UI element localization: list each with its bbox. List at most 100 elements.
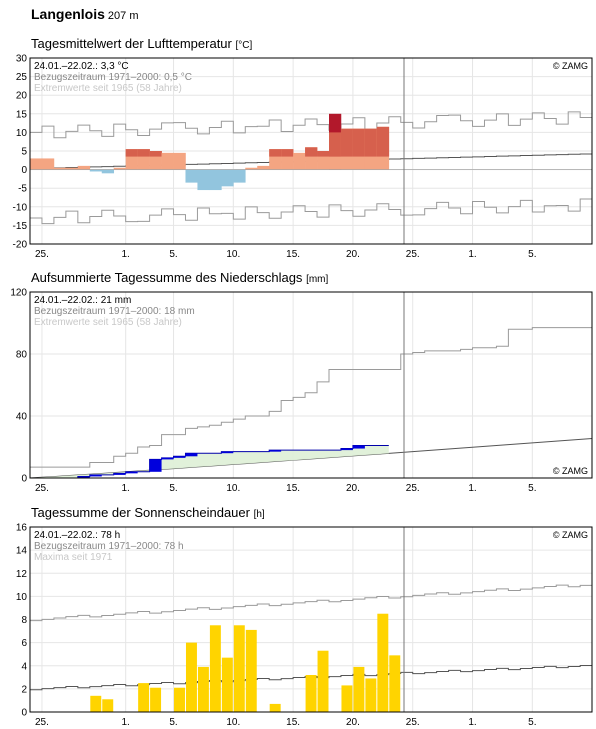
sunshine-bar <box>305 675 317 712</box>
y-tick-label: -5 <box>18 184 27 195</box>
sunshine-bar <box>90 695 102 712</box>
info-extremes: Extremwerte seit 1965 (58 Jahre) <box>34 317 182 328</box>
x-tick-label: 5. <box>169 249 177 260</box>
y-tick-label: 10 <box>16 592 28 603</box>
sunshine-bar <box>245 629 257 712</box>
temperature-bar <box>113 167 126 170</box>
info-extremes: Maxima seit 1971 <box>34 552 113 563</box>
info-reference: Bezugszeitraum 1971–2000: 78 h <box>34 541 184 552</box>
y-tick-label: -15 <box>13 221 28 232</box>
y-tick-label: 8 <box>21 615 27 626</box>
maxima-line <box>30 584 593 622</box>
y-tick-label: 5 <box>21 147 27 158</box>
info-period: 24.01.–22.02.: 21 mm <box>34 295 131 306</box>
temperature-bar <box>245 167 258 170</box>
info-reference: Bezugszeitraum 1971–2000: 18 mm <box>34 306 195 317</box>
precip-increment-bar <box>149 459 162 472</box>
precip-increment-bar <box>352 445 365 449</box>
temperature-bar <box>221 169 234 187</box>
temperature-bar <box>293 152 306 170</box>
precip-increment-bar <box>185 453 198 457</box>
y-tick-label: 0 <box>21 708 27 719</box>
temperature-chart-title: Tagesmittelwert der Lufttemperatur [°C] <box>31 36 253 51</box>
station-name: Langenlois <box>31 6 105 22</box>
info-extremes: Extremwerte seit 1965 (58 Jahre) <box>34 83 182 94</box>
sunshine-bar <box>341 685 353 712</box>
sunshine-bar <box>233 625 245 712</box>
temperature-bar <box>209 169 222 191</box>
temperature-bar-upper <box>149 151 162 157</box>
plot-frame <box>29 526 593 713</box>
station-title: Langenlois 207 m <box>31 6 138 22</box>
precip-increment-bar <box>340 448 353 451</box>
x-tick-label: 25. <box>35 249 49 260</box>
x-tick-label: 5. <box>169 483 177 494</box>
y-tick-label: 16 <box>16 523 28 534</box>
temperature-bar <box>185 169 198 183</box>
sunshine-bar <box>353 666 365 712</box>
y-tick-label: 10 <box>16 128 28 139</box>
credit-label: © ZAMG <box>553 466 588 476</box>
info-period: 24.01.–22.02.: 78 h <box>34 530 120 541</box>
y-tick-label: 30 <box>16 54 28 65</box>
x-tick-label: 15. <box>286 249 300 260</box>
reference-cumulative-line <box>29 437 593 479</box>
precip-increment-bar <box>89 474 102 477</box>
surplus-area <box>30 445 389 478</box>
temperature-bar-upper <box>125 149 138 157</box>
credit-label: © ZAMG <box>553 61 588 71</box>
x-tick-label: 1. <box>122 483 130 494</box>
x-tick-label: 25. <box>35 483 49 494</box>
x-tick-label: 20. <box>346 717 360 728</box>
temperature-bar-upper <box>269 149 282 157</box>
x-tick-label: 5. <box>169 717 177 728</box>
x-tick-label: 1. <box>468 483 476 494</box>
sunshine-bar <box>209 625 221 712</box>
temperature-bar <box>161 152 174 170</box>
temperature-bar <box>197 169 210 191</box>
info-period: 24.01.–22.02.: 3,3 °C <box>34 61 129 72</box>
temperature-bar-mid <box>329 132 342 157</box>
sunshine-bar <box>174 687 185 712</box>
y-tick-label: 80 <box>16 350 28 361</box>
precip-increment-bar <box>77 476 90 478</box>
y-tick-label: 12 <box>16 569 28 580</box>
x-tick-label: 15. <box>286 717 300 728</box>
sunshine-bar <box>221 657 233 712</box>
temperature-bar-upper <box>364 128 378 157</box>
y-tick-label: 25 <box>16 72 28 83</box>
credit-label: © ZAMG <box>553 530 588 540</box>
sunshine-bar <box>269 703 281 712</box>
temperature-bar-upper <box>376 126 390 157</box>
x-tick-label: 20. <box>346 483 360 494</box>
x-tick-label: 10. <box>226 717 240 728</box>
temperature-bar-upper <box>305 147 318 157</box>
x-tick-label: 25. <box>406 483 420 494</box>
temperature-bar <box>101 169 115 174</box>
x-tick-label: 1. <box>122 717 130 728</box>
temperature-bar <box>65 167 79 170</box>
temperature-bar-upper <box>281 149 294 157</box>
precip-increment-bar <box>269 450 282 452</box>
x-tick-label: 25. <box>406 249 420 260</box>
x-tick-label: 1. <box>468 717 476 728</box>
sunshine-bar <box>150 687 162 712</box>
sunshine-bar <box>102 699 114 712</box>
sunshine-bar <box>377 613 389 712</box>
precip-increment-bar <box>125 471 138 474</box>
temperature-bar-upper <box>137 149 150 157</box>
sunshine-bar <box>389 655 401 712</box>
x-tick-label: 1. <box>468 249 476 260</box>
y-tick-label: 0 <box>21 474 27 485</box>
temperature-bar <box>173 152 186 170</box>
precip-increment-bar <box>173 456 186 458</box>
temperature-bar <box>53 167 67 170</box>
x-tick-label: 5. <box>528 717 536 728</box>
extreme-max-line <box>30 111 593 139</box>
temperature-bar <box>233 169 246 183</box>
plot-frame <box>29 57 593 245</box>
x-tick-label: 1. <box>122 249 130 260</box>
x-tick-label: 10. <box>226 483 240 494</box>
y-tick-label: 0 <box>21 165 27 176</box>
